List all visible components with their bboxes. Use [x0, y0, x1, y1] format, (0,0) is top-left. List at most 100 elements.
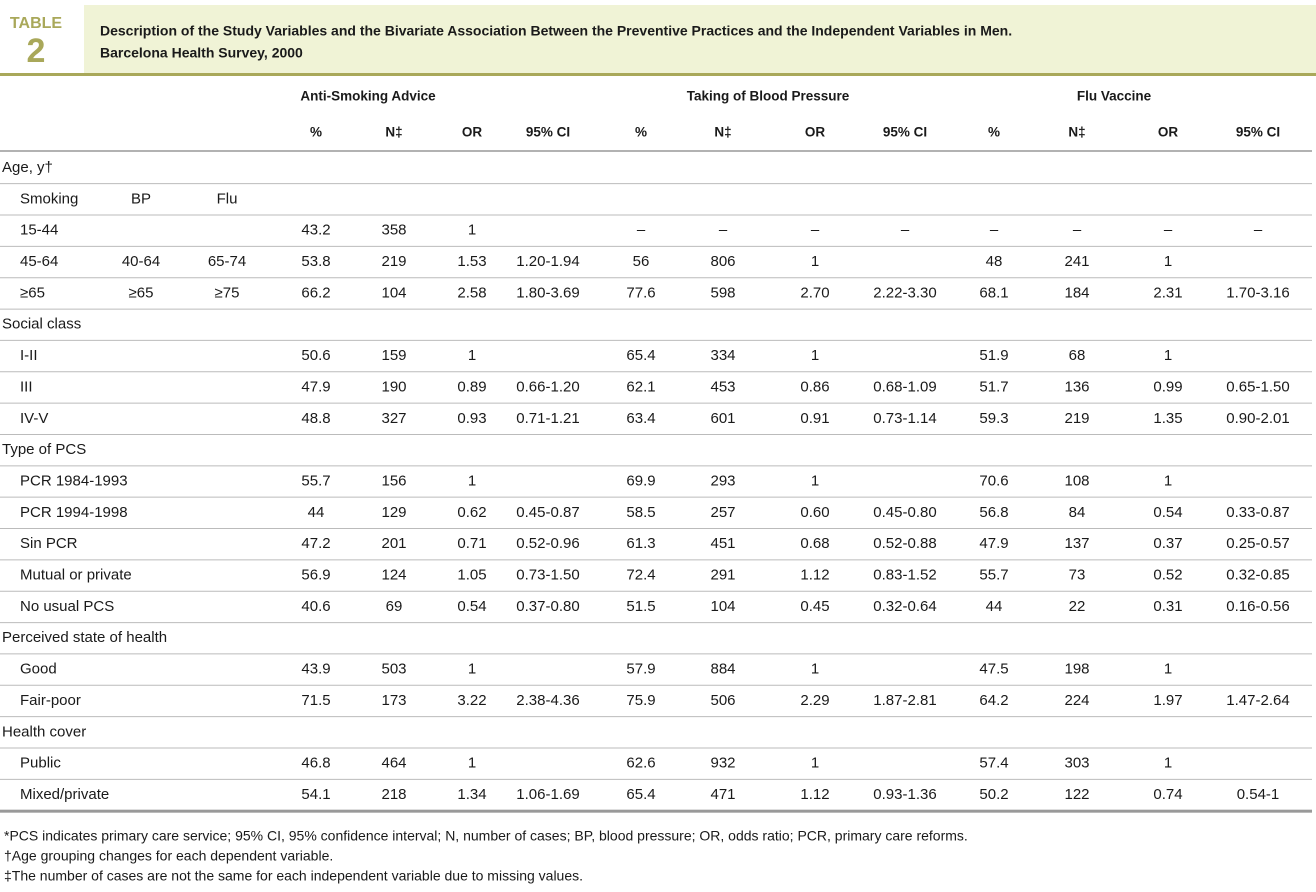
cell: 884: [710, 661, 735, 678]
cell: 71.5: [301, 692, 330, 709]
cell: 0.89: [457, 378, 486, 395]
cell: 0.60: [800, 504, 829, 521]
cell: 54.1: [301, 786, 330, 803]
cell: 0.65-1.50: [1226, 378, 1289, 395]
cell: 136: [1064, 378, 1089, 395]
cell: 0.93-1.36: [873, 786, 936, 803]
group-header: Anti-Smoking Advice: [300, 89, 436, 104]
cell: 1: [1164, 755, 1172, 772]
cell: 601: [710, 410, 735, 427]
cell: 0.66-1.20: [516, 378, 579, 395]
cell: 72.4: [626, 567, 655, 584]
cell: 129: [381, 504, 406, 521]
column-header: 95% CI: [883, 125, 927, 140]
section-title: Social class: [2, 316, 81, 333]
row-label: Public: [20, 755, 61, 772]
cell: 68.1: [979, 284, 1008, 301]
row-label: Sin PCR: [20, 535, 78, 552]
cell: 0.37-0.80: [516, 598, 579, 615]
row-label: I-II: [20, 347, 38, 364]
cell: 0.52: [1153, 567, 1182, 584]
row-label: Mixed/private: [20, 786, 109, 803]
cell: 47.9: [979, 535, 1008, 552]
cell: 44: [986, 598, 1003, 615]
cell: 1: [468, 661, 476, 678]
cell: 291: [710, 567, 735, 584]
cell: 453: [710, 378, 735, 395]
cell: 1.70-3.16: [1226, 284, 1289, 301]
cell: 0.45-0.87: [516, 504, 579, 521]
cell: 68: [1069, 347, 1086, 364]
cell: 0.32-0.64: [873, 598, 936, 615]
cell: 73: [1069, 567, 1086, 584]
row-label: BP: [131, 190, 151, 207]
cell: 173: [381, 692, 406, 709]
row-label: IV-V: [20, 410, 48, 427]
row-label: ≥75: [215, 284, 240, 301]
cell: 0.54: [1153, 504, 1182, 521]
cell: 40.6: [301, 598, 330, 615]
cell: 104: [710, 598, 735, 615]
cell: 1.20-1.94: [516, 253, 579, 270]
cell: –: [901, 222, 910, 239]
cell: 48.8: [301, 410, 330, 427]
cell: 0.68: [800, 535, 829, 552]
cell: 224: [1064, 692, 1089, 709]
cell: 0.37: [1153, 535, 1182, 552]
cell: 0.99: [1153, 378, 1182, 395]
cell: 1: [468, 347, 476, 364]
footnote: †Age grouping changes for each dependent…: [4, 848, 333, 864]
section-title: Type of PCS: [2, 441, 86, 458]
table-number: 2: [27, 32, 46, 70]
column-header: OR: [805, 125, 826, 140]
cell: 598: [710, 284, 735, 301]
table-title: Description of the Study Variables and t…: [100, 23, 1012, 39]
cell: 327: [381, 410, 406, 427]
cell: 201: [381, 535, 406, 552]
cell: 51.9: [979, 347, 1008, 364]
cell: 0.31: [1153, 598, 1182, 615]
cell: 55.7: [301, 472, 330, 489]
cell: 57.9: [626, 661, 655, 678]
cell: 104: [381, 284, 406, 301]
cell: 69: [386, 598, 403, 615]
cell: 1.53: [457, 253, 486, 270]
cell: 3.22: [457, 692, 486, 709]
table-label: TABLE: [10, 15, 62, 32]
cell: 156: [381, 472, 406, 489]
row-label: ≥65: [129, 284, 154, 301]
row-label: PCR 1994-1998: [20, 504, 128, 521]
cell: –: [1254, 222, 1263, 239]
cell: 0.68-1.09: [873, 378, 936, 395]
cell: 1: [1164, 347, 1172, 364]
cell: –: [811, 222, 820, 239]
cell: 1: [811, 661, 819, 678]
section-title: Health cover: [2, 723, 86, 740]
cell: 2.58: [457, 284, 486, 301]
cell: 65.4: [626, 347, 655, 364]
cell: 137: [1064, 535, 1089, 552]
cell: 1: [811, 472, 819, 489]
cell: 61.3: [626, 535, 655, 552]
cell: 506: [710, 692, 735, 709]
row-label: 45-64: [20, 253, 58, 270]
cell: 0.71: [457, 535, 486, 552]
cell: 108: [1064, 472, 1089, 489]
cell: 293: [710, 472, 735, 489]
cell: 22: [1069, 598, 1086, 615]
cell: 77.6: [626, 284, 655, 301]
cell: 1: [468, 472, 476, 489]
cell: 0.86: [800, 378, 829, 395]
cell: 57.4: [979, 755, 1008, 772]
title-bar: [84, 5, 1316, 73]
cell: 219: [381, 253, 406, 270]
cell: 0.45-0.80: [873, 504, 936, 521]
cell: 1.05: [457, 567, 486, 584]
cell: 471: [710, 786, 735, 803]
cell: 1: [811, 755, 819, 772]
cell: 503: [381, 661, 406, 678]
cell: 62.6: [626, 755, 655, 772]
cell: 1: [468, 755, 476, 772]
cell: 56.9: [301, 567, 330, 584]
